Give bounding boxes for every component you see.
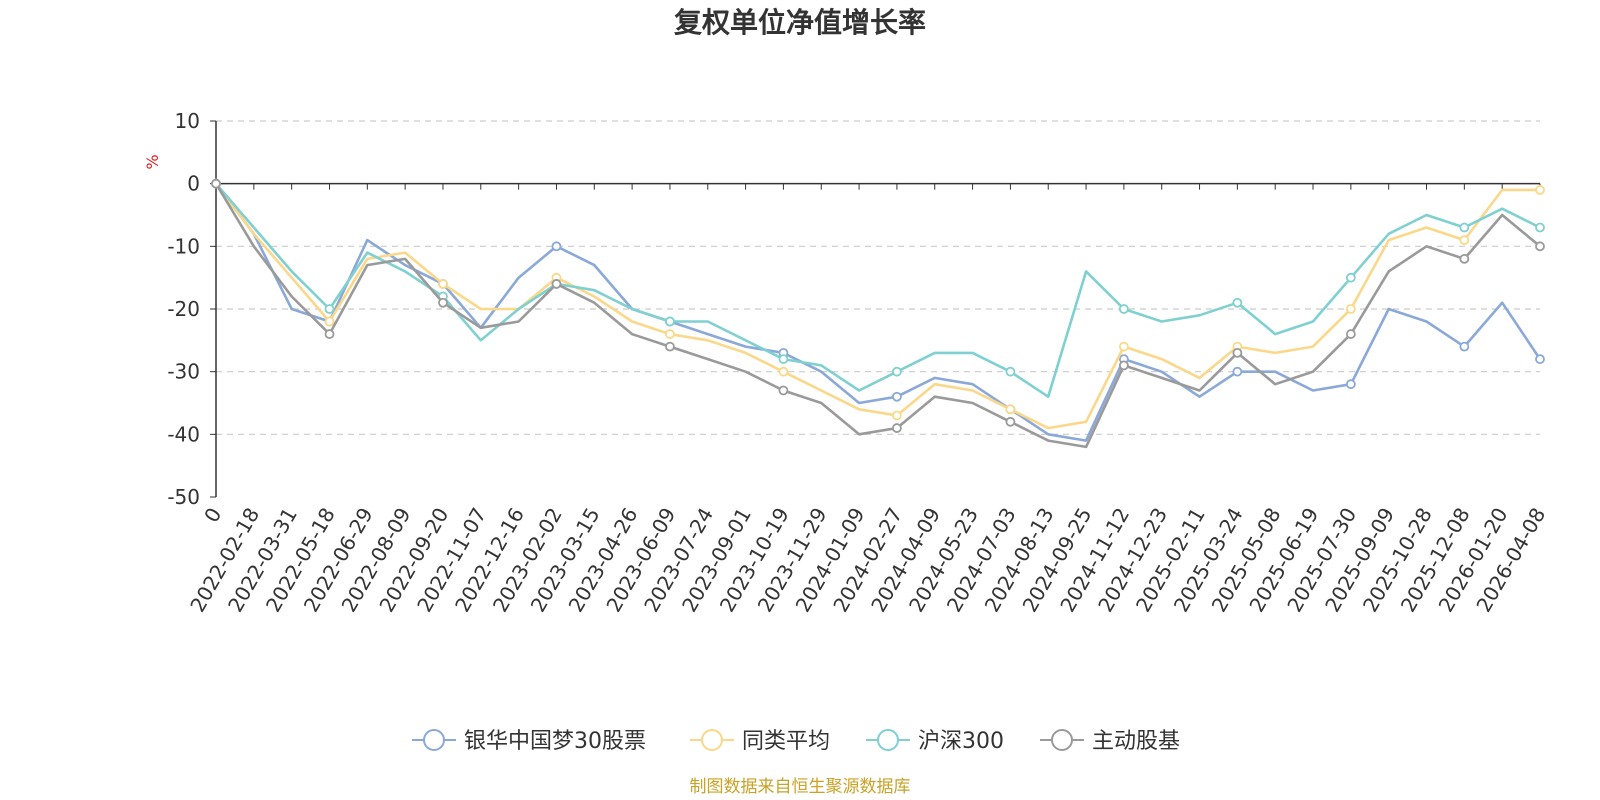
series-lines: [211, 178, 1545, 449]
legend-item-1[interactable]: 同类平均: [690, 729, 830, 754]
legend-marker: [423, 729, 445, 751]
data-point: [1459, 235, 1470, 245]
data-point: [1459, 253, 1470, 264]
series-1: [211, 178, 1545, 430]
data-source-note: 制图数据来自恒生聚源数据库: [690, 777, 911, 797]
legend-label: 同类平均: [742, 729, 830, 754]
data-point: [324, 304, 335, 314]
data-point: [665, 316, 675, 327]
data-point: [1118, 304, 1129, 314]
data-point: [1535, 354, 1545, 365]
y-tick-label: -40: [167, 422, 200, 446]
data-point: [665, 341, 675, 352]
y-tick-label: -50: [167, 485, 200, 509]
data-point: [1232, 347, 1243, 358]
data-point: [1118, 360, 1129, 371]
data-point: [1005, 416, 1016, 427]
data-point: [778, 385, 789, 396]
data-point: [324, 316, 335, 327]
data-point: [211, 178, 221, 189]
data-point: [1118, 341, 1129, 352]
data-point: [778, 366, 789, 377]
chart-title: 复权单位净值增长率: [674, 6, 926, 39]
data-point: [892, 366, 902, 377]
data-point: [324, 329, 335, 339]
series-line: [215, 182, 1541, 399]
legend-label: 主动股基: [1092, 729, 1180, 754]
grid-lines: [210, 120, 1540, 498]
data-point: [1005, 366, 1016, 377]
series-0: [211, 178, 1545, 442]
legend[interactable]: 银华中国梦30股票 同类平均 沪深300 主动股基: [412, 729, 1180, 754]
legend-marker: [1051, 729, 1073, 751]
series-3: [211, 178, 1545, 449]
y-tick-label: 0: [187, 172, 200, 196]
legend-marker: [701, 729, 723, 751]
legend-label: 沪深300: [918, 729, 1004, 754]
series-2: [211, 178, 1545, 399]
data-point: [1459, 222, 1470, 233]
data-point: [1459, 341, 1470, 352]
data-point: [1232, 297, 1243, 308]
data-point: [1232, 366, 1243, 377]
series-line: [214, 182, 1542, 442]
x-tick-labels: 02022-02-182022-03-312022-05-182022-06-2…: [185, 504, 1550, 617]
data-point: [1005, 404, 1016, 415]
data-point: [892, 391, 902, 402]
data-point: [892, 423, 902, 433]
data-point: [551, 241, 562, 252]
data-point: [1345, 272, 1356, 283]
data-point: [778, 354, 789, 365]
y-tick-labels: 10 0 -10 -20 -30 -40 -50: [167, 109, 200, 509]
data-point: [1535, 185, 1545, 195]
legend-item-3[interactable]: 主动股基: [1040, 729, 1180, 754]
series-line: [214, 183, 1541, 449]
y-tick-label: -10: [167, 234, 200, 258]
data-point: [1345, 304, 1356, 314]
legend-item-2[interactable]: 沪深300: [866, 729, 1004, 754]
data-point: [892, 410, 902, 421]
y-tick-label: -20: [167, 297, 200, 321]
data-point: [438, 297, 448, 308]
data-point: [1535, 241, 1545, 252]
data-point: [1345, 379, 1356, 390]
y-axis-label: %: [143, 154, 162, 169]
data-point: [1345, 329, 1356, 339]
legend-label: 银华中国梦30股票: [464, 729, 646, 754]
legend-item-0[interactable]: 银华中国梦30股票: [412, 729, 646, 754]
data-point: [551, 279, 562, 289]
data-point: [438, 279, 448, 289]
series-line: [214, 182, 1540, 430]
data-point: [1535, 222, 1545, 233]
data-point: [665, 329, 675, 339]
legend-marker: [877, 729, 899, 751]
y-tick-label: 10: [175, 109, 200, 133]
y-tick-label: -30: [167, 360, 200, 384]
x-tick-label: 0: [199, 504, 226, 527]
